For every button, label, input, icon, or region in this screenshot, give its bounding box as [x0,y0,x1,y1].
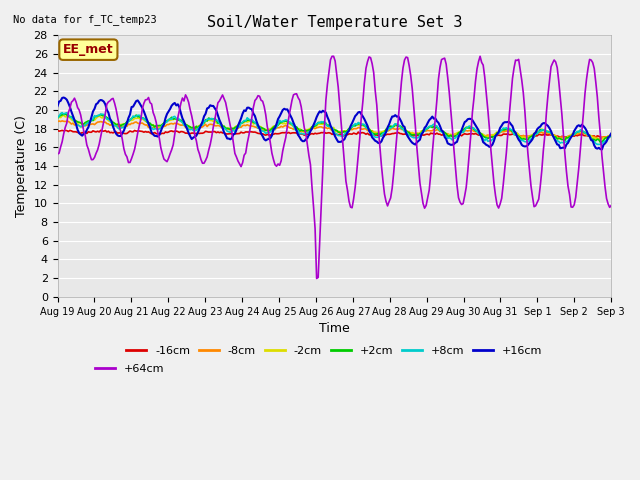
+8cm [298,131,305,136]
+8cm [58,110,66,116]
+8cm [54,115,61,121]
-16cm [123,131,131,136]
+16cm [54,103,61,109]
-16cm [239,130,246,136]
-16cm [578,131,586,137]
-16cm [248,129,256,135]
+64cm [330,53,337,59]
-2cm [220,124,228,130]
+64cm [237,164,245,169]
-2cm [123,119,131,125]
-8cm [220,125,228,131]
Line: +8cm: +8cm [58,113,611,144]
X-axis label: Time: Time [319,322,349,335]
-2cm [239,120,246,125]
+2cm [239,120,246,126]
+2cm [248,118,256,124]
Line: +2cm: +2cm [58,114,611,142]
+2cm [596,139,604,145]
+64cm [313,276,321,281]
Line: -2cm: -2cm [58,115,611,140]
Line: +16cm: +16cm [58,97,611,149]
+16cm [607,131,615,136]
Text: No data for f_TC_temp23: No data for f_TC_temp23 [13,14,157,25]
-8cm [578,131,586,136]
+64cm [580,110,588,116]
+2cm [578,128,586,134]
+64cm [122,151,129,157]
Text: EE_met: EE_met [63,43,114,56]
-8cm [298,129,305,134]
+16cm [239,111,246,117]
+64cm [607,203,615,208]
+8cm [123,121,131,127]
-16cm [598,135,606,141]
-16cm [298,131,305,137]
-8cm [248,123,256,129]
Title: Soil/Water Temperature Set 3: Soil/Water Temperature Set 3 [207,15,462,30]
+2cm [607,132,615,138]
-16cm [607,133,615,139]
Y-axis label: Temperature (C): Temperature (C) [15,115,28,217]
+64cm [296,97,303,103]
+8cm [595,142,603,147]
-8cm [595,136,603,142]
+8cm [248,117,256,122]
+8cm [578,128,586,133]
+64cm [246,125,254,131]
-8cm [54,119,61,124]
+16cm [123,120,131,126]
-2cm [578,129,586,135]
+64cm [219,92,227,98]
Legend: +64cm: +64cm [90,360,169,379]
-8cm [607,132,615,137]
+16cm [220,130,228,135]
+16cm [60,95,68,100]
-8cm [239,123,246,129]
-16cm [97,127,104,133]
+8cm [607,132,615,138]
Line: +64cm: +64cm [58,56,611,278]
+64cm [54,151,61,157]
+2cm [298,127,305,133]
+2cm [220,123,228,129]
-2cm [596,137,604,143]
+16cm [578,122,586,128]
-16cm [54,128,61,133]
-2cm [298,127,305,133]
+2cm [61,111,69,117]
+8cm [239,119,246,125]
Line: -8cm: -8cm [58,121,611,139]
+8cm [220,125,228,131]
+2cm [54,114,61,120]
+16cm [248,107,256,112]
-2cm [607,132,615,138]
+2cm [123,119,131,125]
+16cm [598,146,606,152]
-2cm [60,112,68,118]
-8cm [123,123,131,129]
-8cm [58,118,66,124]
-2cm [54,116,61,122]
+16cm [298,137,305,143]
Line: -16cm: -16cm [58,130,611,138]
-16cm [220,130,228,135]
-2cm [248,118,256,124]
